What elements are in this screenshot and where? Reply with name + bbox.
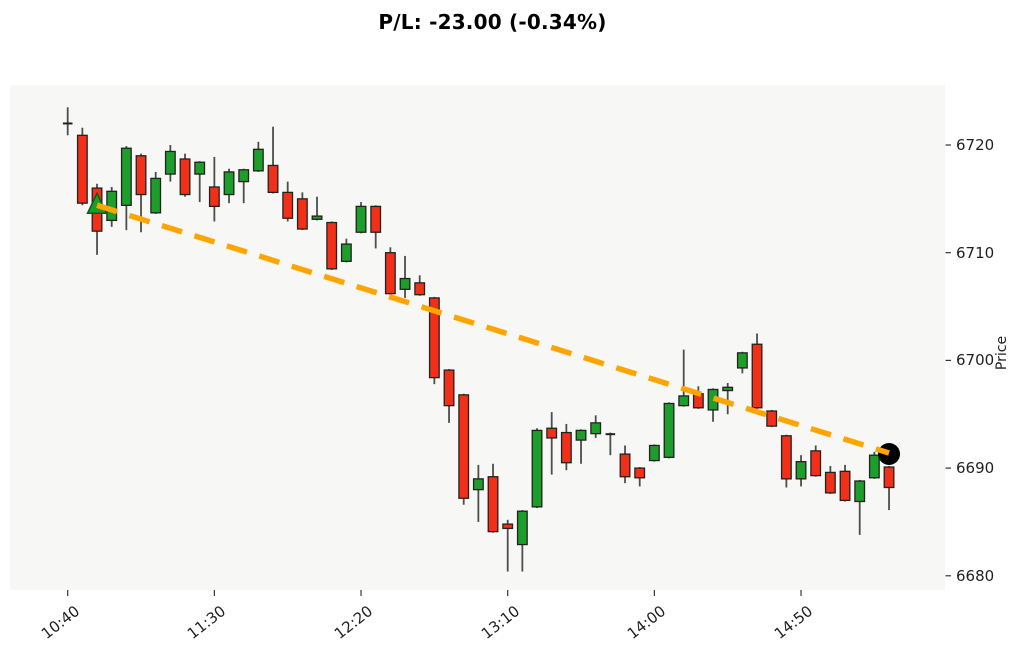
candle-up [311, 215, 323, 220]
candle-up [722, 386, 734, 392]
candle-down [751, 343, 763, 409]
y-axis-tick-label: 6720 [956, 136, 995, 154]
candle-up [575, 429, 587, 441]
candle-up [795, 460, 807, 480]
candle-down [487, 476, 499, 533]
candle-down [135, 155, 147, 196]
candle-down [546, 427, 558, 439]
candle-down [384, 252, 396, 295]
candle-up [648, 444, 660, 462]
candle-down [428, 297, 440, 379]
candle-down [839, 470, 851, 502]
candle-down [443, 369, 455, 407]
candle-down [766, 410, 778, 427]
candle-up [150, 177, 162, 214]
candle-up [590, 422, 602, 435]
candle-down [208, 186, 220, 208]
candle-up [120, 147, 132, 206]
candle-down [458, 394, 470, 499]
candle-up [678, 395, 690, 407]
candle-up [106, 190, 118, 222]
candle-up [516, 510, 528, 546]
candle-up [736, 352, 748, 369]
candle-up [164, 150, 176, 175]
y-axis-tick-label: 6710 [956, 243, 995, 262]
candle-down [76, 134, 88, 204]
trade-trendline [96, 202, 890, 456]
candle-up [252, 148, 264, 172]
candle-down [810, 450, 822, 477]
price-axis-label: Price [994, 335, 1010, 371]
candle-down [883, 466, 895, 489]
candle-down [370, 205, 382, 233]
candle-down [414, 282, 426, 296]
candle-up [355, 205, 367, 233]
y-axis-tick-label: 6680 [956, 566, 995, 585]
candle-down [179, 158, 191, 196]
candle-down [824, 471, 836, 494]
candle-down [560, 431, 572, 464]
y-axis-tick-label: 6690 [956, 459, 995, 478]
candle-up [531, 429, 543, 508]
candle-down [296, 198, 308, 230]
candle-up [472, 478, 484, 491]
candle-down [326, 221, 338, 270]
candle-up [663, 402, 675, 458]
page-title: P/L: -23.00 (-0.34%) [378, 10, 607, 34]
candle-down [780, 435, 792, 480]
candle-down [267, 164, 279, 194]
candle-down [619, 453, 631, 478]
candle-down [634, 467, 646, 479]
candle-up [340, 243, 352, 262]
candle-up [854, 480, 866, 503]
candle-up [194, 161, 206, 175]
candle-up [238, 169, 250, 183]
candle-up [868, 454, 880, 479]
exit-sell-circle-icon [878, 443, 901, 466]
candle-up [399, 277, 411, 290]
y-axis-tick-label: 6700 [956, 351, 995, 370]
candle-up [223, 171, 235, 196]
candle-down [502, 523, 514, 530]
candle-down [282, 191, 294, 219]
